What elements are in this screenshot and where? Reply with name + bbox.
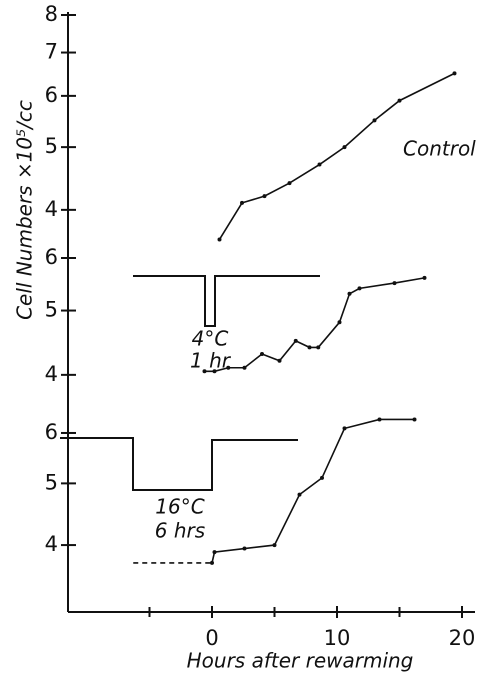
point — [287, 181, 292, 186]
point — [293, 338, 298, 343]
y-tick-label: 8 — [45, 2, 58, 26]
data-line — [204, 277, 425, 373]
point — [342, 426, 347, 431]
temperature-step — [133, 275, 320, 327]
y-tick-label: 6 — [45, 245, 58, 269]
x-tick-label: 20 — [449, 626, 476, 650]
y-tick-label: 5 — [45, 298, 58, 322]
point — [307, 345, 312, 350]
y-tick-label: 4 — [45, 362, 58, 386]
point — [212, 369, 217, 374]
y-tick-label: 5 — [45, 470, 58, 494]
annotation: Control — [403, 137, 476, 161]
point — [320, 475, 324, 480]
y-tick-label: 4 — [45, 197, 58, 221]
point — [240, 200, 244, 205]
point — [422, 275, 427, 280]
point — [297, 492, 302, 497]
point — [242, 365, 247, 370]
x-tick-label: 0 — [205, 626, 218, 650]
annotation: 6 hrs — [155, 519, 205, 543]
point — [217, 237, 222, 242]
point — [342, 145, 347, 150]
point — [316, 345, 321, 350]
y-tick-label: 4 — [45, 532, 58, 556]
point — [317, 162, 322, 167]
point — [260, 352, 264, 357]
point — [372, 118, 377, 123]
point — [242, 546, 247, 551]
annotation: 16°C — [155, 495, 204, 519]
y-tick-label: 5 — [45, 134, 58, 158]
point — [412, 417, 417, 422]
point — [357, 286, 362, 291]
annotation: 4°C — [192, 327, 229, 351]
point — [392, 281, 397, 286]
point — [212, 550, 217, 555]
y-tick-label: 6 — [45, 83, 58, 107]
point — [272, 543, 277, 548]
point — [452, 71, 457, 76]
point — [210, 560, 214, 565]
point — [347, 291, 352, 296]
x-axis-label: Hours after rewarming — [187, 649, 414, 673]
point — [397, 98, 402, 103]
x-tick-label: 10 — [324, 626, 351, 650]
point — [277, 358, 282, 363]
point — [337, 320, 342, 325]
point — [262, 194, 267, 199]
y-tick-label: 6 — [45, 420, 58, 444]
point — [377, 417, 382, 422]
point — [202, 369, 207, 374]
temperature-step — [60, 437, 298, 491]
y-tick-label: 7 — [45, 40, 58, 64]
point — [226, 365, 231, 370]
y-axis-label: Cell Numbers ×10⁵/cc — [13, 100, 37, 320]
